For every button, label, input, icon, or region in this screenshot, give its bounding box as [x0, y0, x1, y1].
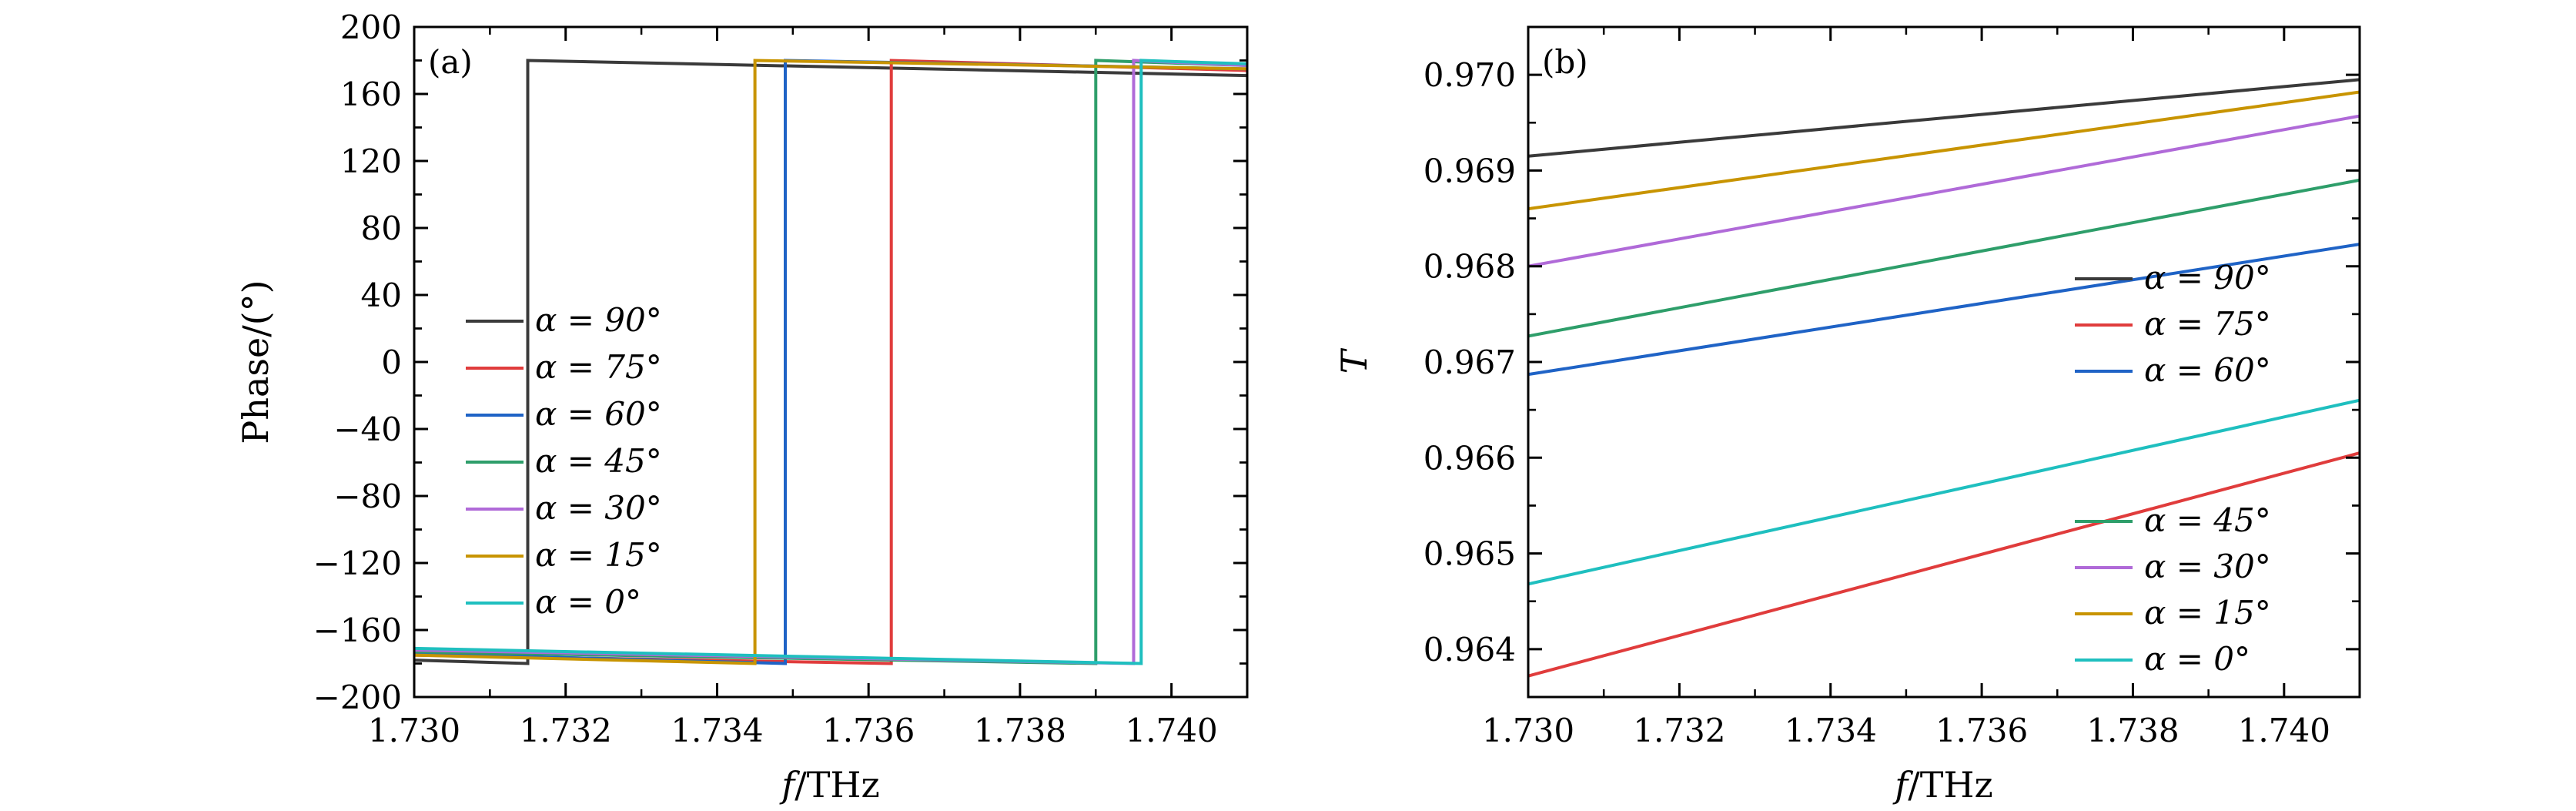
y-tick-label: 0.967: [1423, 344, 1516, 381]
x-tick-label: 1.734: [1785, 712, 1877, 749]
panel-label: (a): [428, 43, 473, 81]
y-tick-label: 0.970: [1423, 56, 1516, 94]
x-axis-title: f/THz: [1892, 764, 1993, 806]
legend: α = 90° α = 75° α = 60° α = 45° α = 30° α = 1…: [466, 301, 662, 621]
y-tick-label: −80: [333, 478, 402, 515]
panel-a-phase-chart: 1.730 1.732 1.734 1.736 1.738 1.740 200 160 120 8…: [235, 8, 1249, 806]
legend-label: α = 60°: [535, 395, 662, 433]
legend-label: α = 0°: [535, 583, 641, 621]
series-line-0: [414, 59, 1247, 665]
legend-label: α = 15°: [535, 536, 662, 574]
legend: α = 45° α = 30° α = 15° α = 0°: [2075, 501, 2271, 678]
y-axis-title: Phase/(°): [235, 280, 276, 444]
x-tick-label: 1.732: [1633, 712, 1725, 749]
series-group: [414, 59, 1247, 665]
series-line-1: [1528, 451, 2360, 678]
y-tick-label: 0: [381, 344, 402, 381]
x-tick-label: 1.732: [520, 712, 612, 749]
legend-label: α = 15°: [2144, 594, 2271, 632]
y-axis-title: T: [1333, 347, 1375, 374]
legend-label: α = 45°: [535, 442, 662, 480]
x-tick-label: 1.738: [2086, 712, 2179, 749]
series-line-5: [414, 59, 1247, 665]
y-tick-label: 0.964: [1423, 631, 1516, 669]
legend-label: α = 90°: [535, 301, 662, 339]
y-tick-label: 120: [340, 142, 402, 180]
y-tick-label: 80: [361, 209, 402, 247]
legend-label: α = 60°: [2144, 351, 2271, 389]
legend-label: α = 30°: [535, 489, 662, 527]
x-tick-label: 1.740: [2238, 712, 2330, 749]
y-tick-label: 0.969: [1423, 152, 1516, 189]
y-tick-label: 160: [340, 75, 402, 113]
x-tick-label: 1.736: [822, 712, 915, 749]
legend-label: α = 30°: [2144, 548, 2271, 585]
x-tick-label: 1.740: [1126, 712, 1218, 749]
series-group: [1528, 78, 2360, 678]
series-line-2: [1528, 243, 2360, 377]
panel-label: (b): [1542, 43, 1588, 81]
x-tick-label: 1.730: [368, 712, 460, 749]
legend-label: α = 75°: [535, 348, 662, 386]
x-tick-label: 1.738: [974, 712, 1066, 749]
series-line-6: [414, 59, 1247, 665]
y-tick-label: 200: [340, 8, 402, 46]
y-tick-label: −160: [313, 612, 402, 649]
panel-b-transmission-chart: 1.730 1.732 1.734 1.736 1.738 1.740 0.970 0.969…: [1333, 25, 2361, 806]
x-axis-title-unit: /THz: [1908, 764, 1993, 806]
series-line-6: [1528, 398, 2360, 586]
x-axis-title: f/THz: [779, 764, 880, 806]
series-line-0: [1528, 78, 2360, 158]
series-line-4: [1528, 114, 2360, 268]
x-tick-label: 1.736: [1935, 712, 2028, 749]
legend: α = 90° α = 75° α = 60°: [2075, 259, 2271, 389]
series-line-3: [1528, 178, 2360, 338]
legend-label: α = 75°: [2144, 305, 2271, 343]
legend-label: α = 0°: [2144, 640, 2250, 678]
legend-label: α = 45°: [2144, 501, 2271, 539]
x-axis-title-unit: /THz: [795, 764, 880, 806]
y-tick-label: 40: [361, 276, 402, 314]
y-tick-label: 0.968: [1423, 248, 1516, 286]
y-tick-label: 0.965: [1423, 535, 1516, 573]
x-tick-label: 1.734: [671, 712, 763, 749]
y-tick-label: −200: [313, 679, 402, 716]
y-tick-label: −120: [313, 545, 402, 582]
legend-label: α = 90°: [2144, 259, 2271, 297]
y-tick-label: 0.966: [1423, 439, 1516, 477]
x-tick-label: 1.730: [1482, 712, 1574, 749]
series-line-5: [1528, 90, 2360, 211]
y-tick-label: −40: [333, 411, 402, 448]
